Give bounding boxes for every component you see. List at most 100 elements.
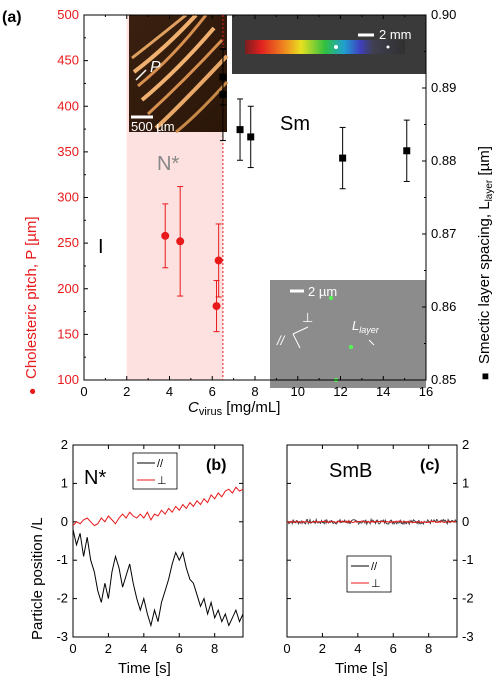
y-tick-label--2: -2: [56, 591, 68, 606]
x-tick-label-6: 6: [176, 641, 183, 656]
panel-c-frame: [286, 444, 458, 638]
series-line: [72, 486, 244, 527]
left-tick-label-500: 500: [57, 7, 79, 22]
panel-c-legend: // ⊥: [346, 555, 392, 593]
panel-b-legend-par: //: [157, 458, 164, 470]
panel-c-xlabel: Time [s]: [335, 660, 388, 677]
phase-label-sm: Sm: [280, 113, 310, 135]
P-point: [176, 237, 185, 246]
series-line: [286, 517, 457, 526]
x-tick-label-14: 14: [376, 384, 390, 399]
y-tick-label-right--1: -1: [462, 552, 474, 567]
left-tick-label-250: 250: [57, 235, 79, 250]
y-tick-label-right--3: -3: [462, 629, 474, 644]
left-tick-label-200: 200: [57, 281, 79, 296]
x-tick-label-8: 8: [211, 641, 218, 656]
panel-b-legend-perp: ⊥: [157, 475, 167, 487]
panel-c-legend-perp: ⊥: [371, 578, 381, 590]
y-tick-label-right-2: 2: [462, 437, 469, 452]
left-tick-label-150: 150: [57, 326, 79, 341]
panel-a-right-ylabel-marker: ■: [478, 373, 492, 380]
panel-c-x-ticks: 0 2 4 6 8: [283, 445, 432, 656]
P-point: [212, 302, 221, 311]
panel-b: 0 2 4 6 8 -3 -2 -1 0 1 2 (b) N* // ⊥ Time [s] Par…: [29, 437, 244, 677]
series-line: [286, 520, 457, 524]
right-tick-label-0.86: 0.86: [431, 299, 456, 314]
Llayer-point: [247, 133, 255, 141]
micro-inset-layer-label: Llayer: [352, 318, 380, 335]
pitch-inset-label: P: [150, 59, 161, 76]
panel-a-left-ticks: 100 150 200 250 300 350 400 450 500: [57, 7, 88, 387]
panel-c-legend-par: //: [371, 561, 378, 573]
phase-label-i: I: [98, 236, 104, 258]
phase-label-b: N*: [84, 467, 106, 489]
panel-c-y-ticks: -3 -2 -1 0 1 2: [287, 437, 474, 644]
rainbow-inset-scale: 2 mm: [379, 27, 412, 42]
x-tick-label-0: 0: [80, 384, 87, 399]
panel-a-right-ylabel: Smectic layer spacing, Llayer [µm]: [476, 146, 495, 364]
x-tick-label-2: 2: [105, 641, 112, 656]
panel-a-left-ylabel: Cholesteric pitch, P [µm]: [23, 216, 40, 379]
panel-a-marks: [161, 48, 411, 333]
x-tick-label-0: 0: [69, 641, 76, 656]
panel-c: 0 2 4 6 8 -3 -2 -1 0 1 2 (c) SmB // ⊥ Time [s]: [283, 437, 473, 677]
microscopy-inset: 2 µm Llayer // ⊥: [270, 280, 426, 388]
phase-label-nstar: N*: [157, 153, 179, 175]
panel-a-right-ylabel-group: ■ Smectic layer spacing, Llayer [µm]: [476, 146, 495, 380]
panel-b-legend: // ⊥: [132, 452, 178, 490]
rainbow-inset: 2 mm: [232, 15, 426, 74]
pitch-inset: P 500 µm: [129, 13, 229, 134]
panel-b-lines: [72, 486, 244, 628]
x-tick-label-8: 8: [425, 641, 432, 656]
x-tick-label-6: 6: [209, 384, 216, 399]
y-tick-label-right-0: 0: [462, 514, 469, 529]
right-tick-label-0.87: 0.87: [431, 226, 456, 241]
right-tick-label-0.89: 0.89: [431, 80, 456, 95]
Llayer-point: [236, 126, 244, 134]
x-tick-label-4: 4: [166, 384, 173, 399]
Llayer-point: [219, 91, 227, 99]
panel-a-x-ticks: 0 2 4 6 8 10 12 14 16: [80, 15, 433, 399]
x-tick-label-10: 10: [291, 384, 305, 399]
right-tick-label-0.88: 0.88: [431, 153, 456, 168]
panel-b-xlabel: Time [s]: [118, 660, 171, 677]
panel-a: P 500 µm 2 mm 2 µm Llayer // ⊥: [2, 7, 495, 418]
bottom-ylabel: Particle position /L: [29, 517, 46, 640]
y-tick-label-2: 2: [61, 437, 68, 452]
right-tick-label-0.90: 0.90: [431, 7, 456, 22]
right-tick-label-0.85: 0.85: [431, 372, 456, 387]
y-tick-label--3: -3: [56, 629, 68, 644]
panel-b-x-ticks: 0 2 4 6 8: [69, 445, 218, 656]
left-tick-label-300: 300: [57, 190, 79, 205]
P-point: [161, 231, 170, 240]
Llayer-point: [339, 154, 347, 162]
series-line: [72, 529, 244, 628]
x-tick-label-6: 6: [390, 641, 397, 656]
left-tick-label-400: 400: [57, 98, 79, 113]
panel-a-xlabel: Cvirus [mg/mL]: [188, 399, 280, 418]
micro-inset-par: //: [276, 333, 286, 348]
panel-a-left-ylabel-group: ● Cholesteric pitch, P [µm]: [23, 216, 40, 395]
panel-b-y-ticks: -3 -2 -1 0 1 2: [56, 437, 243, 644]
left-tick-label-100: 100: [57, 372, 79, 387]
panel-b-frame: [72, 444, 244, 638]
y-tick-label-0: 0: [61, 514, 68, 529]
left-tick-label-350: 350: [57, 144, 79, 159]
P-point: [214, 256, 223, 265]
x-tick-label-4: 4: [354, 641, 361, 656]
pitch-inset-scale: 500 µm: [131, 119, 175, 134]
panel-a-right-ticks: 0.85 0.86 0.87 0.88 0.89 0.90: [422, 7, 456, 387]
panel-c-lines: [286, 517, 457, 526]
left-tick-label-450: 450: [57, 53, 79, 68]
micro-inset-scale: 2 µm: [308, 284, 337, 299]
y-tick-label-right-1: 1: [462, 475, 469, 490]
y-tick-label-1: 1: [61, 475, 68, 490]
panel-label-b: (b): [206, 457, 226, 474]
x-tick-label-12: 12: [333, 384, 347, 399]
phase-label-c: SmB: [329, 460, 372, 482]
x-tick-label-2: 2: [319, 641, 326, 656]
panel-label-c: (c): [420, 457, 440, 474]
panel-a-left-ylabel-marker: ●: [25, 388, 39, 395]
Llayer-point: [403, 147, 411, 155]
